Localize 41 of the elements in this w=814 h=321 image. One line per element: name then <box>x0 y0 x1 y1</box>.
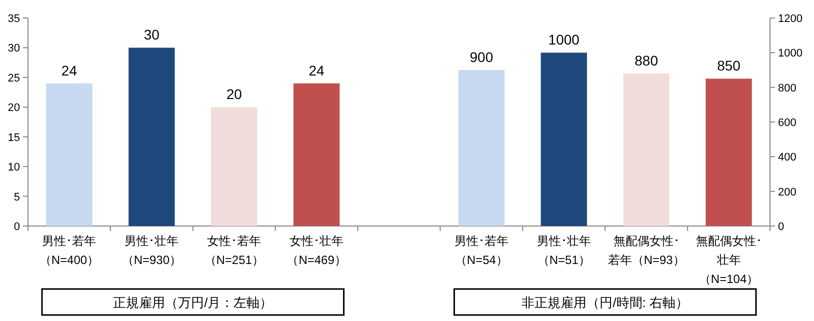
y-tick-label: 5 <box>14 191 20 204</box>
data-label: 24 <box>308 62 325 78</box>
x-tick-label: 女性･若年（N=251） <box>204 234 264 267</box>
y2-tick-label: 800 <box>778 82 796 94</box>
data-label: 30 <box>144 26 160 43</box>
x-tick-label: 無配偶女性･若年（N=93） <box>608 234 685 267</box>
bar <box>128 48 175 226</box>
bar <box>540 52 587 226</box>
x-tick-label: 男性･壮年（N=51） <box>536 234 591 267</box>
data-label: 24 <box>61 62 78 78</box>
y-tick-label: 10 <box>8 162 20 174</box>
y2-tick-label: 1000 <box>778 48 802 60</box>
data-label: 850 <box>717 58 741 74</box>
y-tick-label: 30 <box>8 42 20 55</box>
bar <box>211 107 258 226</box>
y-tick-label: 0 <box>14 221 20 233</box>
y2-tick-label: 200 <box>778 186 796 198</box>
y2-tick-label: 0 <box>778 221 784 233</box>
y-tick-label: 25 <box>8 72 20 84</box>
data-label: 1000 <box>548 32 580 48</box>
x-tick-label: 男性･若年（N=54） <box>454 234 508 267</box>
bar <box>46 83 92 226</box>
data-label: 20 <box>226 86 242 102</box>
bar <box>458 70 505 226</box>
x-tick-label: 男性･壮年（N=930） <box>122 234 182 267</box>
bar <box>706 78 752 226</box>
x-tick-label: 無配偶女性･壮年（N=104） <box>696 234 762 286</box>
y-tick-label: 35 <box>8 13 20 25</box>
y-tick-label: 20 <box>8 102 20 114</box>
text: 非正規雇用（円/時間: 右軸） <box>522 295 689 310</box>
bar <box>623 73 670 226</box>
x-tick-label: 男性･若年（N=400） <box>39 234 100 267</box>
y2-tick-label: 600 <box>778 117 796 129</box>
y-tick-label: 15 <box>8 132 20 144</box>
y2-tick-label: 400 <box>778 152 796 164</box>
text: 正規雇用（万円/月：左軸） <box>113 295 273 310</box>
x-tick-label: 女性･壮年（N=469） <box>286 234 346 267</box>
data-label: 880 <box>634 52 658 68</box>
y2-tick-label: 1200 <box>778 13 802 25</box>
data-label: 900 <box>470 49 494 65</box>
bar <box>293 83 340 226</box>
